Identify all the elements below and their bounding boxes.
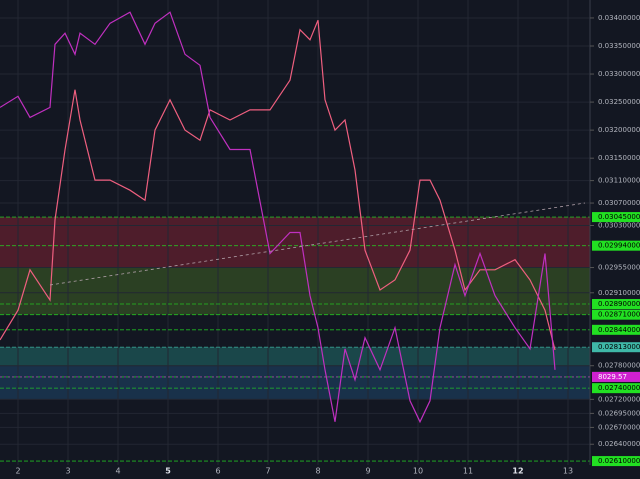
zone <box>0 365 590 400</box>
level-label: 0.02813000 <box>598 343 640 351</box>
y-tick-label: 0.02780000 <box>598 362 640 370</box>
x-tick-label: 5 <box>165 467 171 476</box>
y-tick-label: 0.03200000 <box>598 126 640 134</box>
y-tick-label: 0.02695000 <box>598 409 640 417</box>
level-label: 0.02610000 <box>598 457 640 465</box>
x-tick-label: 11 <box>463 467 473 476</box>
y-tick-label: 0.02720000 <box>598 395 640 403</box>
level-label: 0.03045000 <box>598 213 640 221</box>
zone <box>0 217 590 268</box>
level-label: 0.02844000 <box>598 326 640 334</box>
x-tick-label: 7 <box>265 467 270 476</box>
x-tick-label: 8 <box>315 467 320 476</box>
trend-line <box>49 202 586 286</box>
level-tag <box>592 240 640 251</box>
x-tick-label: 3 <box>65 467 70 476</box>
plot <box>0 0 590 465</box>
y-tick-label: 0.02955000 <box>598 264 640 272</box>
y-tick-label: 0.02670000 <box>598 423 640 431</box>
y-tick-label: 0.02640000 <box>598 440 640 448</box>
level-tag <box>592 309 640 320</box>
x-tick-label: 2 <box>15 467 20 476</box>
y-tick-label: 0.03400000 <box>598 14 640 22</box>
level-label: 0.02740000 <box>598 384 640 392</box>
y-tick-label: 0.02910000 <box>598 289 640 297</box>
level-tag <box>592 212 640 223</box>
y-tick-label: 0.03110000 <box>598 177 640 185</box>
level-tag <box>592 299 640 310</box>
level-tag <box>592 324 640 335</box>
y-tick-label: 0.03350000 <box>598 42 640 50</box>
level-label: 0.02994000 <box>598 242 640 250</box>
y-tick-label: 0.03150000 <box>598 154 640 162</box>
level-label: 0.02871000 <box>598 311 640 319</box>
y2-marker-label: 8029.57 <box>598 373 627 381</box>
y-tick-label: 0.03250000 <box>598 98 640 106</box>
level-tag <box>592 456 640 467</box>
x-tick-label: 6 <box>215 467 220 476</box>
y-tick-label: 0.03070000 <box>598 199 640 207</box>
x-tick-label: 12 <box>512 467 523 476</box>
level-tag <box>592 383 640 394</box>
y-tick-label: 0.03030000 <box>598 221 640 229</box>
x-tick-label: 10 <box>413 467 423 476</box>
y2-marker-tag <box>592 371 640 382</box>
zone <box>0 347 590 366</box>
level-label: 0.02890000 <box>598 300 640 308</box>
x-tick-label: 4 <box>115 467 120 476</box>
series-line <box>0 11 556 424</box>
zone <box>0 267 590 315</box>
level-tag <box>592 342 640 353</box>
series-line <box>0 19 556 351</box>
x-tick-label: 13 <box>563 467 573 476</box>
x-tick-label: 9 <box>365 467 370 476</box>
y-tick-label: 0.03300000 <box>598 70 640 78</box>
